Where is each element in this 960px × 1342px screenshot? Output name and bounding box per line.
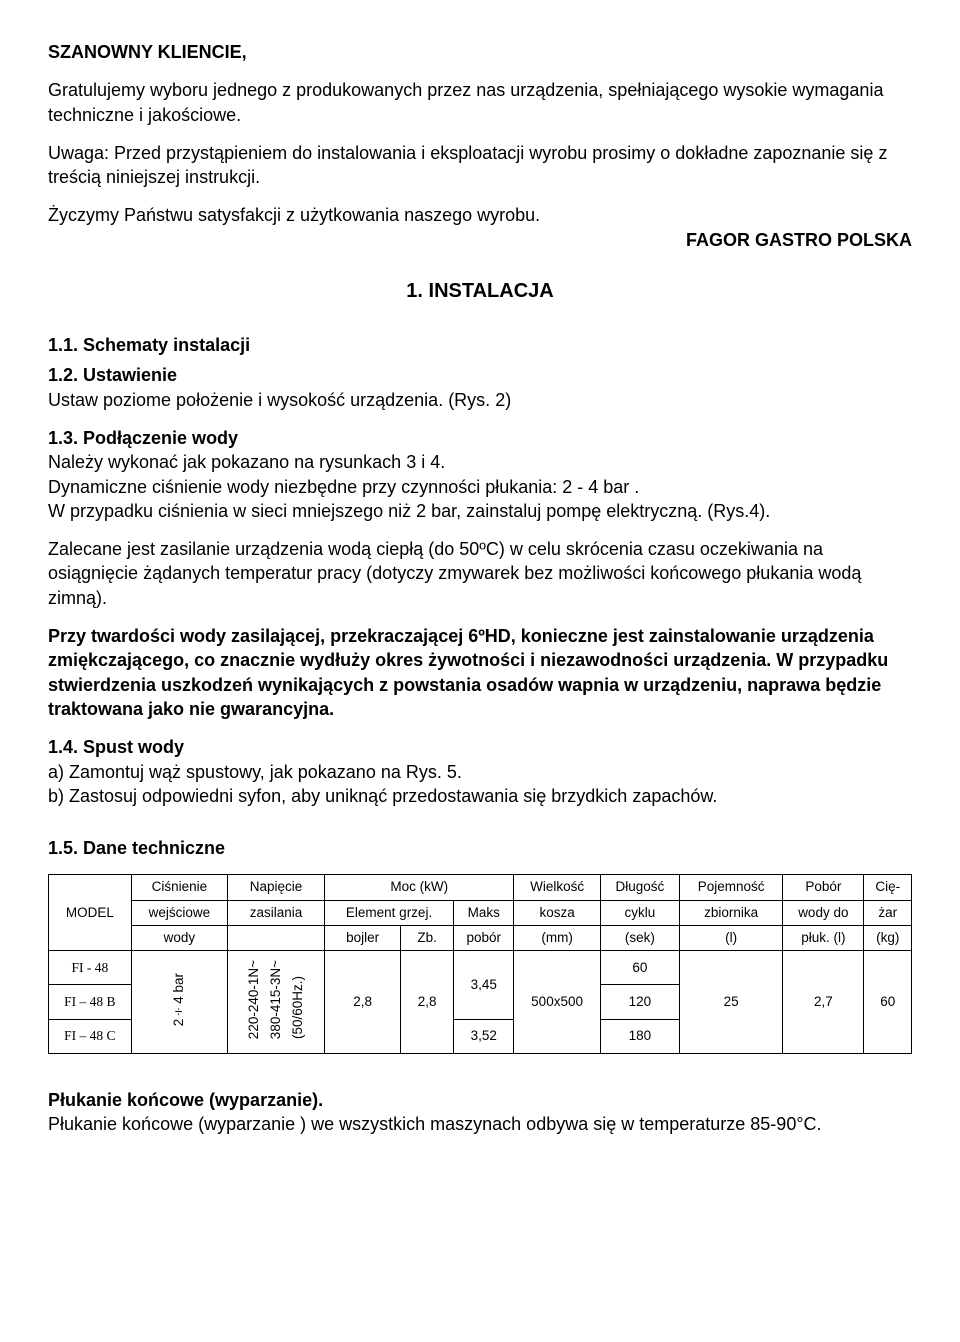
col-water-mid: wody do: [783, 900, 864, 925]
col-basket-bot: (mm): [514, 925, 600, 950]
col-basket-top: Wielkość: [514, 875, 600, 900]
maks-a: 3,45: [454, 951, 514, 1020]
col-power-maks: Maks: [454, 900, 514, 925]
section-1-3-head: 1.3. Podłączenie wody: [48, 426, 912, 450]
col-voltage-bot: [227, 925, 324, 950]
col-power-bojler: bojler: [325, 925, 401, 950]
table-header-row-2: wejściowe zasilania Element grzej. Maks …: [49, 900, 912, 925]
col-tank-bot: (l): [680, 925, 783, 950]
model-0: FI - 48: [49, 951, 132, 985]
model-2: FI – 48 C: [49, 1019, 132, 1053]
table-header-row-3: wody bojler Zb. pobór (mm) (sek) (l) płu…: [49, 925, 912, 950]
table-header-row-1: MODEL Ciśnienie Napięcie Moc (kW) Wielko…: [49, 875, 912, 900]
col-voltage-mid: zasilania: [227, 900, 324, 925]
col-power-pobor: pobór: [454, 925, 514, 950]
intro-paragraph-3: Życzymy Państwu satysfakcji z użytkowani…: [48, 203, 912, 227]
col-model-head: MODEL: [49, 875, 132, 951]
col-cycle-top: Długość: [600, 875, 679, 900]
basket-cell: 500x500: [514, 951, 600, 1054]
section-1-2-head: 1.2. Ustawienie: [48, 363, 912, 387]
section-1-3-line-d: Zalecane jest zasilanie urządzenia wodą …: [48, 537, 912, 610]
cycle-c: 180: [600, 1019, 679, 1053]
col-water-bot: płuk. (l): [783, 925, 864, 950]
spec-table: MODEL Ciśnienie Napięcie Moc (kW) Wielko…: [48, 874, 912, 1054]
model-1: FI – 48 B: [49, 985, 132, 1019]
tank-cell: 25: [680, 951, 783, 1054]
section-1-4-head: 1.4. Spust wody: [48, 735, 912, 759]
main-heading: 1. INSTALACJA: [48, 278, 912, 305]
pressure-value: 2÷4 bar: [170, 973, 188, 1026]
bojler-cell: 2,8: [325, 951, 401, 1054]
col-voltage-top: Napięcie: [227, 875, 324, 900]
col-tank-top: Pojemność: [680, 875, 783, 900]
intro-paragraph-2: Uwaga: Przed przystąpieniem do instalowa…: [48, 141, 912, 190]
section-1-4-line-a: a) Zamontuj wąż spustowy, jak pokazano n…: [48, 760, 912, 784]
col-power-top: Moc (kW): [325, 875, 514, 900]
voltage-value-3: (50/60Hz.): [289, 976, 307, 1039]
section-1-1-head: 1.1. Schematy instalacji: [48, 333, 912, 357]
section-1-3-line-c: W przypadku ciśnienia w sieci mniejszego…: [48, 499, 912, 523]
col-tank-mid: zbiornika: [680, 900, 783, 925]
col-pressure-mid: wejściowe: [131, 900, 227, 925]
voltage-cell: 220-240-1N~ 380-415-3N~ (50/60Hz.): [227, 951, 324, 1054]
zb-cell: 2,8: [401, 951, 454, 1054]
voltage-value-2: 380-415-3N~: [267, 960, 285, 1039]
signature: FAGOR GASTRO POLSKA: [48, 228, 912, 252]
col-pressure-top: Ciśnienie: [131, 875, 227, 900]
weight-cell: 60: [864, 951, 912, 1054]
water-cell: 2,7: [783, 951, 864, 1054]
rinse-body: Płukanie końcowe (wyparzanie ) we wszyst…: [48, 1112, 912, 1136]
pressure-cell: 2÷4 bar: [131, 951, 227, 1054]
section-1-2-body: Ustaw poziome położenie i wysokość urząd…: [48, 388, 912, 412]
section-1-3-line-a: Należy wykonać jak pokazano na rysunkach…: [48, 450, 912, 474]
cycle-a: 60: [600, 951, 679, 985]
col-power-zb: Zb.: [401, 925, 454, 950]
col-weight-top: Cię-: [864, 875, 912, 900]
col-weight-mid: żar: [864, 900, 912, 925]
section-1-3-line-b: Dynamiczne ciśnienie wody niezbędne przy…: [48, 475, 912, 499]
col-pressure-bot: wody: [131, 925, 227, 950]
rinse-head: Płukanie końcowe (wyparzanie).: [48, 1088, 912, 1112]
cycle-b: 120: [600, 985, 679, 1019]
salutation: SZANOWNY KLIENCIE,: [48, 40, 912, 64]
col-cycle-bot: (sek): [600, 925, 679, 950]
maks-c: 3,52: [454, 1019, 514, 1053]
intro-paragraph-1: Gratulujemy wyboru jednego z produkowany…: [48, 78, 912, 127]
section-1-3-line-e: Przy twardości wody zasilającej, przekra…: [48, 624, 912, 721]
section-1-4-line-b: b) Zastosuj odpowiedni syfon, aby unikną…: [48, 784, 912, 808]
col-cycle-mid: cyklu: [600, 900, 679, 925]
col-water-top: Pobór: [783, 875, 864, 900]
section-1-5-head: 1.5. Dane techniczne: [48, 836, 912, 860]
voltage-value-1: 220-240-1N~: [245, 960, 263, 1039]
col-power-el: Element grzej.: [325, 900, 454, 925]
col-weight-bot: (kg): [864, 925, 912, 950]
col-basket-mid: kosza: [514, 900, 600, 925]
table-row: FI - 48 2÷4 bar 220-240-1N~ 380-415-3N~ …: [49, 951, 912, 985]
